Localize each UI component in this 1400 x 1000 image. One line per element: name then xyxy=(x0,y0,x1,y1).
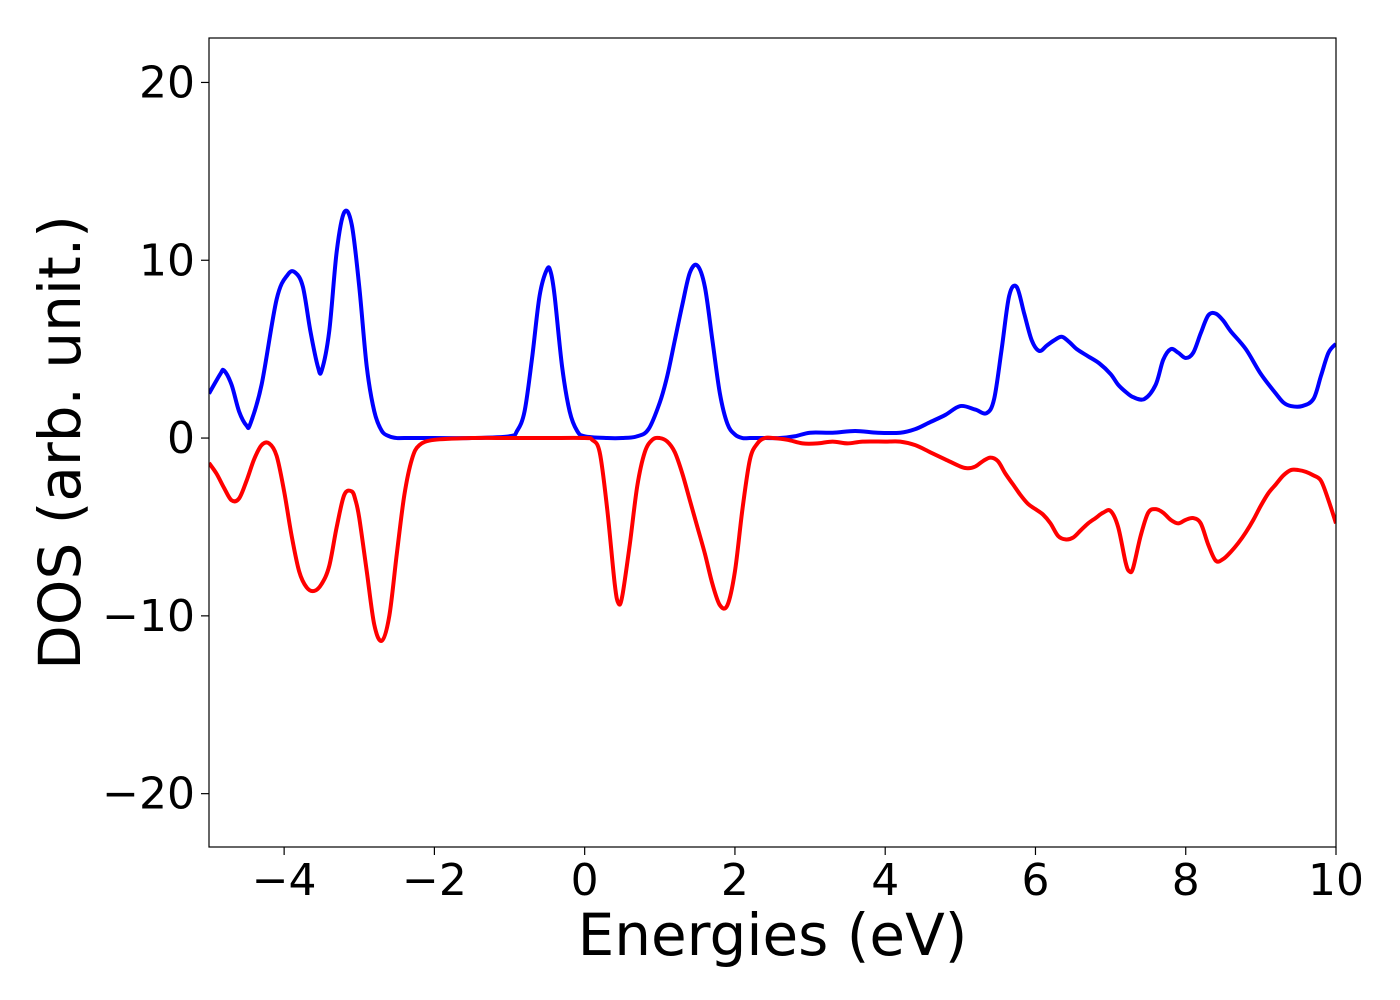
x-tick-label: −2 xyxy=(402,855,467,906)
series-line-spin-down xyxy=(209,435,1336,643)
x-tick-label: 6 xyxy=(1021,855,1049,906)
x-tick-label: 8 xyxy=(1172,855,1200,906)
series-layer xyxy=(209,208,1336,643)
x-tick-label: −4 xyxy=(252,855,317,906)
y-axis-ticks: −20 −10 0 10 20 xyxy=(102,57,209,820)
y-tick-label: 0 xyxy=(167,413,195,464)
y-tick-label: −10 xyxy=(102,591,195,642)
y-tick-label: 10 xyxy=(139,235,195,286)
x-tick-label: 0 xyxy=(571,855,599,906)
y-tick-label: 20 xyxy=(139,57,195,108)
series-line-spin-up xyxy=(209,208,1336,441)
plot-frame xyxy=(208,37,1337,848)
x-tick-label: 2 xyxy=(721,855,749,906)
y-axis-title: DOS (arb. unit.) xyxy=(26,215,94,670)
x-axis-title: Energies (eV) xyxy=(578,901,968,969)
y-tick-label: −20 xyxy=(102,769,195,820)
x-tick-label: 4 xyxy=(871,855,899,906)
x-axis-ticks: −4 −2 0 2 4 6 8 10 xyxy=(252,847,1364,906)
x-tick-label: 10 xyxy=(1308,855,1364,906)
